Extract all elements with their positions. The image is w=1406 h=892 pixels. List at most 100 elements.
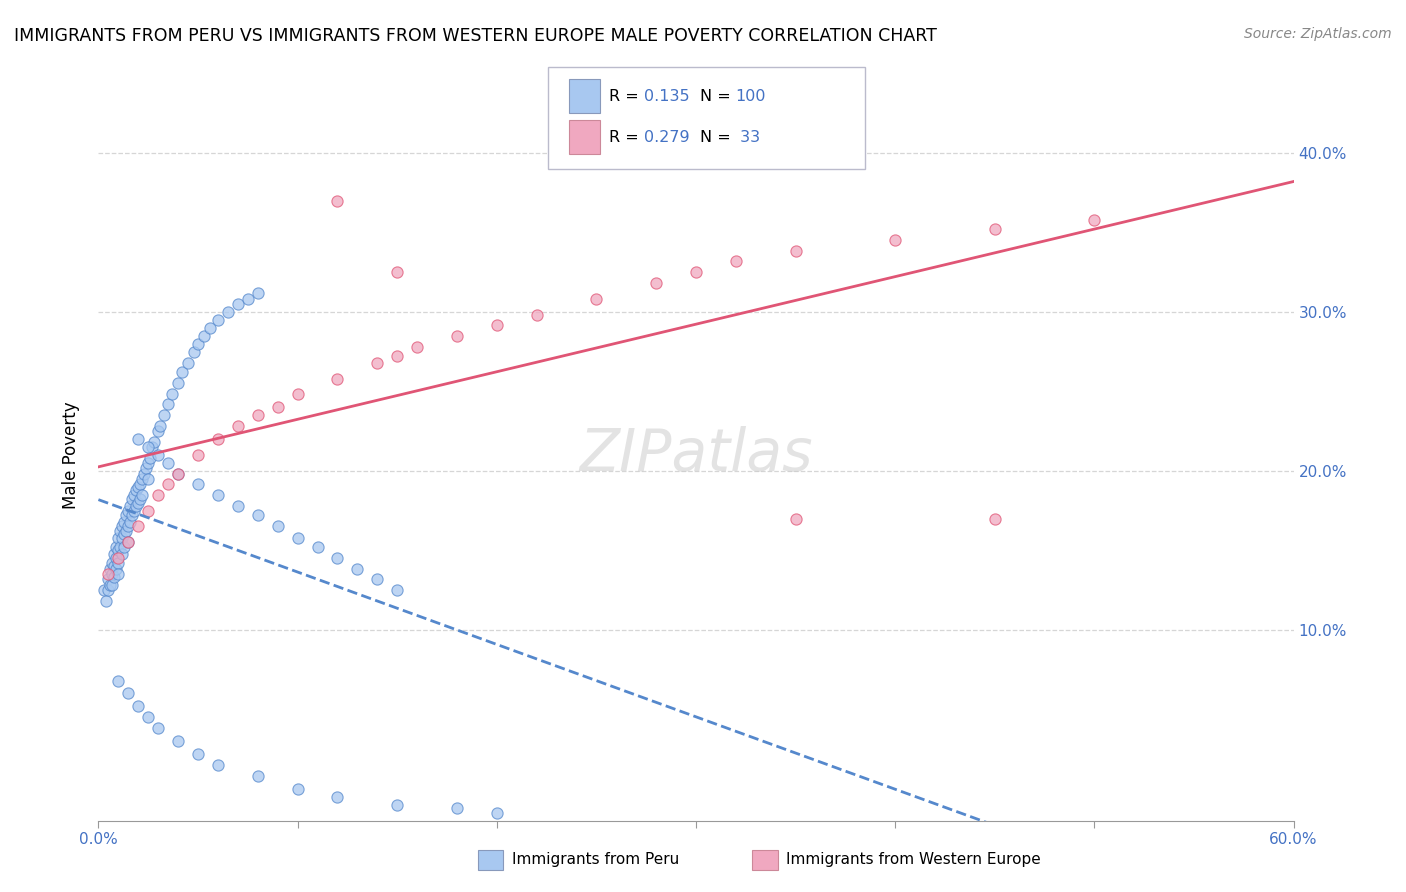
Point (385, 797, 409, 812)
Point (125, 499, 148, 513)
Point (112, 527, 135, 541)
Point (115, 508, 138, 523)
Text: N =: N = (700, 89, 737, 103)
Point (103, 559, 125, 574)
Point (117, 686, 139, 700)
Point (112, 515, 135, 529)
Point (785, 511, 807, 525)
Text: R =: R = (609, 130, 644, 145)
Point (183, 344, 205, 359)
Point (107, 543, 129, 558)
Point (167, 734, 190, 748)
Point (167, 467, 190, 481)
Point (111, 531, 134, 545)
Point (307, 540, 329, 554)
Point (346, 562, 368, 576)
Point (207, 488, 229, 502)
Point (884, 233, 907, 247)
Point (148, 488, 170, 502)
Point (129, 492, 152, 507)
Point (117, 519, 139, 533)
Point (198, 320, 221, 334)
Point (685, 265, 707, 279)
Point (149, 419, 172, 434)
Point (121, 492, 143, 507)
Point (724, 254, 747, 268)
Point (105, 540, 128, 554)
Point (326, 194, 349, 208)
Point (366, 572, 388, 586)
Point (131, 472, 153, 486)
Point (110, 524, 132, 539)
Point (101, 556, 124, 570)
Point (136, 710, 159, 724)
Point (246, 285, 269, 300)
Point (187, 448, 209, 462)
Text: 33: 33 (735, 130, 761, 145)
Point (127, 432, 149, 446)
Point (585, 292, 607, 306)
Point (148, 424, 170, 438)
Point (111, 519, 134, 533)
Point (136, 472, 159, 486)
Point (117, 535, 139, 549)
Point (97, 567, 120, 582)
Point (127, 480, 149, 494)
Point (246, 508, 269, 523)
Point (120, 499, 142, 513)
Point (785, 244, 807, 259)
Point (485, 318, 508, 332)
Point (385, 583, 409, 598)
Point (246, 408, 269, 422)
Text: Immigrants from Western Europe: Immigrants from Western Europe (786, 853, 1040, 867)
Point (131, 488, 153, 502)
Point (326, 789, 349, 804)
Point (93, 583, 115, 598)
Point (129, 476, 152, 491)
Point (98, 578, 122, 592)
Point (236, 292, 259, 306)
Point (485, 805, 508, 820)
Point (287, 781, 309, 796)
Point (326, 371, 349, 385)
Point (984, 511, 1007, 525)
Point (139, 451, 162, 466)
Text: N =: N = (700, 130, 737, 145)
Text: R =: R = (609, 89, 644, 103)
Point (141, 440, 163, 454)
Point (366, 356, 388, 370)
Point (135, 460, 157, 475)
Point (187, 476, 209, 491)
Point (446, 801, 468, 815)
Y-axis label: Male Poverty: Male Poverty (62, 401, 80, 508)
Point (207, 758, 229, 772)
Text: Source: ZipAtlas.com: Source: ZipAtlas.com (1244, 27, 1392, 41)
Point (97, 583, 120, 598)
Point (406, 340, 429, 354)
Point (124, 503, 146, 517)
Point (107, 551, 129, 566)
Point (112, 540, 135, 554)
Point (187, 336, 209, 351)
Point (446, 328, 468, 343)
Point (107, 556, 129, 570)
Point (107, 567, 129, 582)
Text: Immigrants from Peru: Immigrants from Peru (512, 853, 679, 867)
Point (127, 519, 149, 533)
Point (136, 440, 159, 454)
Point (167, 467, 190, 481)
Point (172, 365, 194, 379)
Point (136, 503, 159, 517)
Point (117, 535, 139, 549)
Point (207, 312, 229, 326)
Point (110, 540, 132, 554)
Point (105, 562, 128, 576)
Point (96, 594, 118, 608)
Point (117, 503, 139, 517)
Point (160, 387, 183, 401)
Point (157, 456, 180, 470)
Point (287, 531, 309, 545)
Text: 0.279: 0.279 (644, 130, 689, 145)
Point (177, 356, 200, 370)
Point (267, 401, 290, 415)
